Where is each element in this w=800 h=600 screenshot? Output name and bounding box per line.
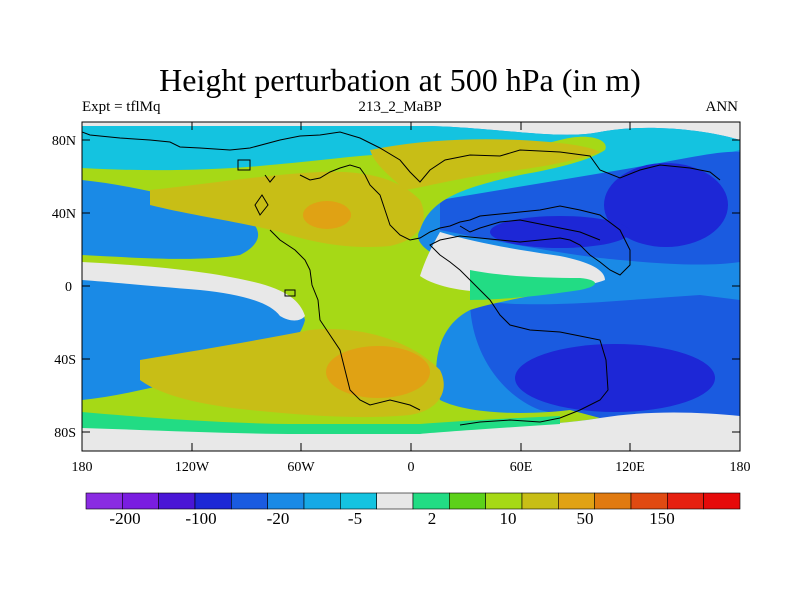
lon-label-0: 0 xyxy=(408,460,415,475)
colorbar-swatch xyxy=(594,492,632,510)
lat-label-80s: 80S xyxy=(54,426,76,441)
colorbar-swatch xyxy=(340,492,377,510)
colorbar-swatch xyxy=(703,492,741,510)
coast-east-continent xyxy=(459,219,601,241)
pos-high-north-peak xyxy=(303,201,351,229)
lat-label-40n: 40N xyxy=(52,207,76,222)
center-subtitle: 213_2_MaBP xyxy=(358,99,442,115)
north-neg-core-west xyxy=(490,216,630,248)
colorbar-swatch xyxy=(449,492,486,510)
neutral-band-north xyxy=(82,122,740,140)
longitude-axis: 180 120W 60W 0 60E 120E 180 xyxy=(72,122,751,475)
colorbar-swatch xyxy=(630,492,668,510)
lon-label-60w: 60W xyxy=(287,460,315,475)
lat-label-40s: 40S xyxy=(54,353,76,368)
lon-label-120w: 120W xyxy=(175,460,210,475)
central-pos-region xyxy=(82,136,606,431)
colorbar-swatch xyxy=(122,492,159,510)
lon-label-180e: 180 xyxy=(730,460,751,475)
colorbar-swatch xyxy=(376,492,414,510)
colorbar-swatch xyxy=(485,492,523,510)
neutral-band-west xyxy=(82,262,305,321)
colorbar-swatch xyxy=(412,492,450,510)
colorbar-swatch xyxy=(521,492,559,510)
west-neg-band xyxy=(82,205,260,270)
colorbar-label-10: 10 xyxy=(500,509,517,528)
colorbar-label-2: 2 xyxy=(428,509,437,528)
colorbar xyxy=(85,492,741,510)
pos-strong-north xyxy=(150,171,424,248)
lon-label-60e: 60E xyxy=(510,460,533,475)
pos-high-south-peak xyxy=(326,346,430,398)
colorbar-swatch xyxy=(231,492,268,510)
colorbar-swatch xyxy=(194,492,232,510)
coast-lake-box xyxy=(237,159,251,171)
colorbar-label-50: 50 xyxy=(577,509,594,528)
colorbar-label-neg200: -200 xyxy=(109,509,140,528)
contour-field xyxy=(82,122,740,451)
coast-north-arctic xyxy=(82,131,721,183)
north-neg-core xyxy=(604,163,728,247)
colorbar-swatch xyxy=(267,492,305,510)
coast-north-america xyxy=(254,174,421,411)
pos-faint-south-band xyxy=(82,412,560,434)
colorbar-swatch xyxy=(303,492,341,510)
colorbar-label-neg20: -20 xyxy=(267,509,290,528)
left-subtitle: Expt = tflMq xyxy=(82,99,161,115)
latitude-axis: 80N 40N 0 40S 80S xyxy=(52,134,740,441)
colorbar-label-neg100: -100 xyxy=(185,509,216,528)
pos-strong-north-east xyxy=(370,139,600,190)
colorbar-swatch xyxy=(85,492,123,510)
lon-label-120e: 120E xyxy=(615,460,645,475)
coast-island-equator xyxy=(284,289,296,297)
colorbar-labels: -200 -100 -20 -5 2 10 50 150 xyxy=(109,509,674,528)
colorbar-swatch xyxy=(158,492,196,510)
colorbar-label-neg5: -5 xyxy=(348,509,362,528)
colorbar-swatch xyxy=(558,492,595,510)
colorbar-swatch xyxy=(667,492,704,510)
lon-label-180w: 180 xyxy=(72,460,93,475)
lat-label-80n: 80N xyxy=(52,134,76,149)
coastlines xyxy=(82,131,721,426)
coast-central-continent xyxy=(299,164,631,426)
pos-faint-central-band xyxy=(470,270,595,300)
south-neg-core xyxy=(515,344,715,412)
neutral-band-east xyxy=(420,232,605,293)
plot-title: Height perturbation at 500 hPa (in m) xyxy=(159,62,641,98)
right-subtitle: ANN xyxy=(705,99,739,115)
colorbar-label-150: 150 xyxy=(649,509,675,528)
lat-label-0: 0 xyxy=(65,280,72,295)
